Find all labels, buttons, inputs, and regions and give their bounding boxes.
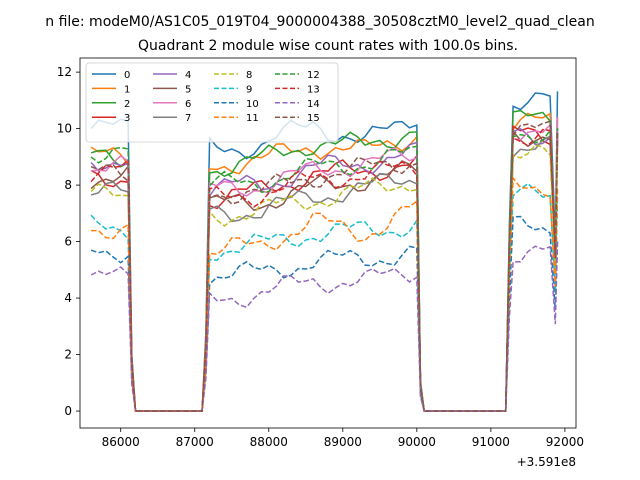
- series-line-3: [90, 125, 559, 412]
- x-tick-label: 90000: [398, 435, 436, 449]
- series-line-8: [90, 144, 559, 412]
- legend-label: 10: [246, 99, 259, 110]
- x-offset-label: +3.591e8: [517, 455, 576, 469]
- series-lines: [90, 91, 559, 412]
- series-line-13: [90, 128, 559, 412]
- legend-label: 11: [246, 113, 259, 124]
- legend-label: 5: [185, 84, 191, 95]
- x-tick-label: 86000: [102, 435, 140, 449]
- legend-label: 15: [307, 113, 320, 124]
- x-tick-label: 91000: [472, 435, 510, 449]
- legend-label: 0: [124, 70, 130, 81]
- series-line-9: [90, 182, 559, 412]
- legend-label: 12: [307, 70, 320, 81]
- legend-label: 1: [124, 84, 130, 95]
- chart-title: Quadrant 2 module wise count rates with …: [138, 38, 518, 54]
- y-tick-label: 4: [64, 291, 72, 305]
- y-axis: 0 2 4 6 8 10 12: [57, 65, 80, 418]
- legend-label: 13: [307, 84, 320, 95]
- legend-label: 2: [124, 99, 130, 110]
- y-tick-label: 12: [57, 65, 72, 79]
- legend-box: [85, 62, 339, 143]
- series-line-14: [90, 241, 559, 412]
- y-tick-label: 8: [64, 178, 72, 192]
- legend-label: 3: [124, 113, 130, 124]
- legend-label: 6: [185, 99, 191, 110]
- legend-label: 9: [246, 84, 252, 95]
- x-axis: 86000 87000 88000 89000 90000 91000 92000: [102, 428, 584, 449]
- x-tick-label: 92000: [546, 435, 584, 449]
- legend-label: 4: [185, 70, 191, 81]
- y-tick-label: 0: [64, 404, 72, 418]
- x-tick-label: 88000: [250, 435, 288, 449]
- series-line-10: [90, 215, 559, 412]
- legend-label: 14: [307, 99, 320, 110]
- series-line-11: [91, 176, 559, 412]
- plot-frame: [79, 57, 577, 429]
- series-line-15: [90, 120, 559, 412]
- x-tick-label: 89000: [324, 435, 362, 449]
- legend-label: 7: [185, 113, 191, 124]
- y-tick-label: 2: [64, 348, 72, 362]
- suptitle: n file: modeM0/AS1C05_019T04_9000004388_…: [45, 14, 594, 30]
- legend-label: 8: [246, 70, 252, 81]
- y-tick-label: 10: [57, 122, 72, 136]
- y-tick-label: 6: [64, 235, 72, 249]
- x-tick-label: 87000: [176, 435, 214, 449]
- series-line-6: [91, 116, 559, 412]
